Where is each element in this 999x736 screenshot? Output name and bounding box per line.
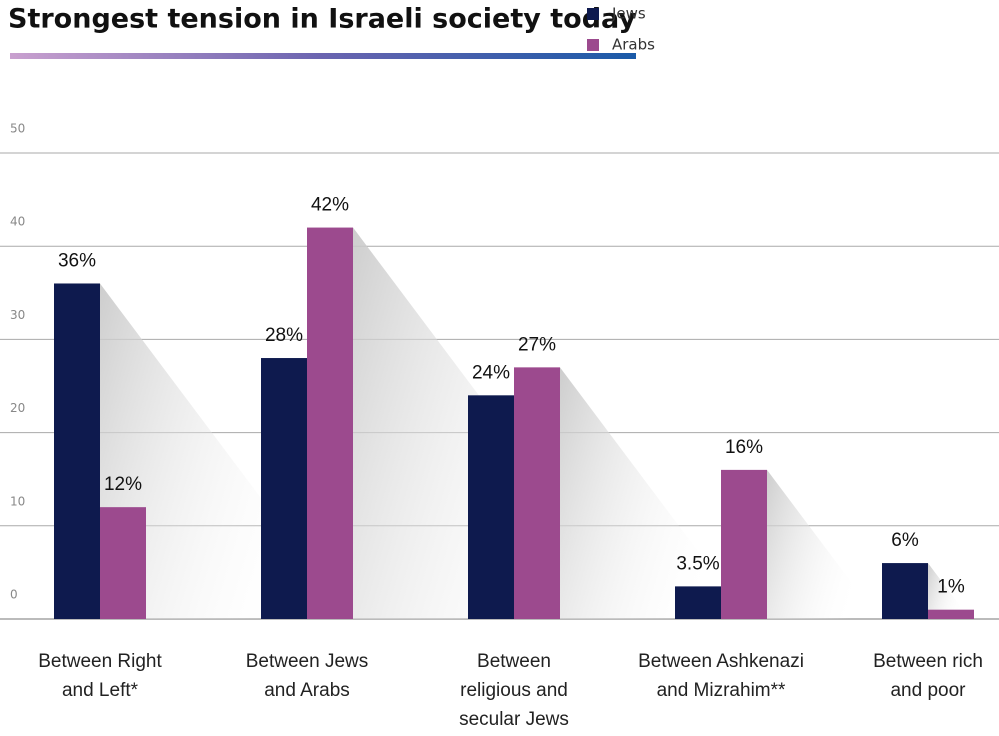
bar [675, 586, 721, 619]
bar-shadow [767, 469, 879, 619]
legend-swatch [587, 39, 599, 51]
value-label: 3.5% [676, 553, 719, 574]
bar [100, 507, 146, 619]
bar [307, 227, 353, 619]
bar [882, 563, 928, 619]
chart-title: Strongest tension in Israeli society tod… [8, 4, 636, 35]
bar-shadow [100, 283, 352, 619]
x-tick-label: Between religious and secular Jews [459, 651, 569, 730]
bar [721, 469, 767, 619]
legend-swatch [587, 8, 599, 20]
legend-label: Arabs [612, 36, 655, 54]
bar [468, 395, 514, 619]
y-tick-label: 30 [10, 308, 25, 322]
legend-label: Jews [611, 5, 646, 23]
bar-shadow [928, 563, 970, 619]
value-label: 28% [265, 325, 303, 346]
value-label: 27% [518, 334, 556, 355]
y-tick-label: 50 [10, 122, 25, 136]
bar [928, 609, 974, 619]
value-label: 24% [472, 362, 510, 383]
bar [514, 367, 560, 619]
value-label: 6% [891, 530, 919, 551]
title-underline [10, 53, 636, 59]
value-label: 12% [104, 474, 142, 495]
y-tick-label: 20 [10, 401, 25, 415]
y-tick-label: 10 [10, 494, 25, 508]
bar-shadow [560, 367, 749, 619]
value-label: 1% [937, 577, 965, 598]
x-tick-label: Between rich and poor [873, 651, 983, 701]
y-tick-label: 40 [10, 215, 25, 229]
x-tick-label: Between Ashkenazi and Mizrahim** [638, 651, 804, 701]
value-label: 36% [58, 250, 96, 271]
value-label: 42% [311, 195, 349, 216]
bar [261, 358, 307, 619]
y-tick-label: 0 [10, 588, 18, 602]
x-tick-label: Between Jews and Arabs [245, 651, 369, 701]
x-tick-label: Between Right and Left* [38, 651, 162, 701]
bar [54, 283, 100, 619]
value-label: 16% [725, 437, 763, 458]
